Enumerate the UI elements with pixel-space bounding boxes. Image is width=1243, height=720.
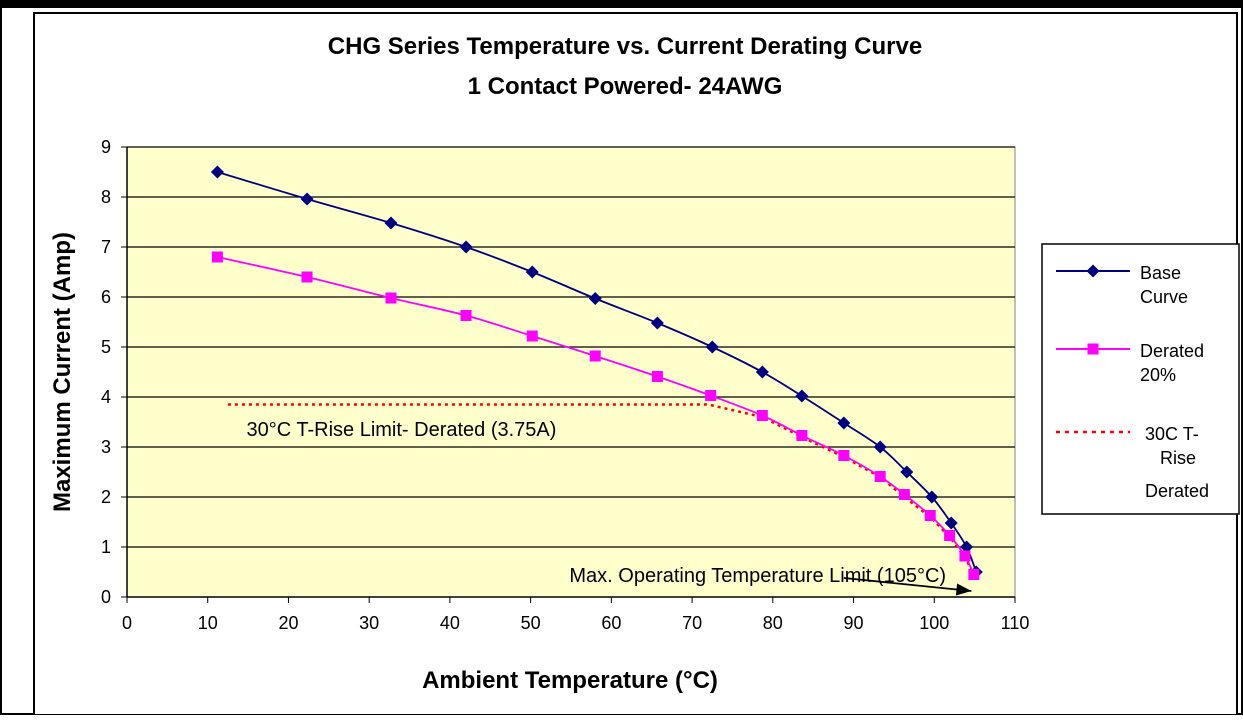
data-point-0-0 <box>210 165 224 179</box>
axis-layer <box>126 147 1015 598</box>
x-tick-label-3: 30 <box>359 613 379 633</box>
chart-title-line1: CHG Series Temperature vs. Current Derat… <box>328 33 922 60</box>
legend-label-base-curve-line2: Curve <box>1140 287 1188 307</box>
data-point-0-7 <box>705 340 719 354</box>
data-point-1-11 <box>874 471 886 482</box>
x-tick-label-1: 10 <box>198 613 218 633</box>
x-tick-label-10: 100 <box>919 613 949 633</box>
data-point-1-3 <box>460 310 472 321</box>
data-point-0-15 <box>960 540 974 554</box>
data-point-1-1 <box>301 271 313 283</box>
x-tick-label-0: 0 <box>122 613 132 633</box>
annotation-layer: 30°C T-Rise Limit- Derated (3.75A) Max. O… <box>246 419 972 596</box>
data-point-1-4 <box>526 330 538 342</box>
legend-label-t-rise-line2: Rise <box>1160 448 1196 468</box>
data-point-0-11 <box>873 440 887 454</box>
x-tick-label-7: 70 <box>682 613 702 633</box>
y-tick-label-2: 2 <box>101 487 111 507</box>
x-tick-label-4: 40 <box>440 613 460 633</box>
data-point-1-14 <box>944 530 956 541</box>
legend-label-derated-line2: 20% <box>1140 365 1176 385</box>
data-point-0-3 <box>459 240 473 254</box>
x-tick-label-8: 80 <box>763 613 783 633</box>
data-point-1-2 <box>385 292 397 304</box>
outer-top-band <box>0 0 1243 8</box>
data-point-0-5 <box>588 292 602 305</box>
data-point-1-7 <box>705 390 717 401</box>
data-point-0-14 <box>944 516 958 530</box>
x-tick-label-2: 20 <box>278 613 298 633</box>
legend-label-t-rise-line3: Derated <box>1145 481 1209 501</box>
legend-label-base-curve-line1: Base <box>1140 263 1181 283</box>
y-tick-label-5: 5 <box>101 337 111 357</box>
tick-layer: 0 10 20 30 40 50 60 70 80 90 100 110 0 1 2 3 4 5 6 7 8 9 <box>101 137 1029 633</box>
data-point-0-4 <box>525 265 539 279</box>
arrowhead-icon <box>955 583 972 596</box>
data-point-1-9 <box>796 430 808 441</box>
y-tick-label-0: 0 <box>101 587 111 607</box>
data-point-1-8 <box>756 410 768 421</box>
plot-area <box>126 146 1016 598</box>
y-tick-label-4: 4 <box>101 387 111 407</box>
x-axis-title: Ambient Temperature (°C) <box>422 667 718 694</box>
chart-title-line2: 1 Contact Powered- 24AWG <box>468 73 783 100</box>
series-0 <box>210 165 983 579</box>
annotation-0: 30°C T-Rise Limit- Derated (3.75A) <box>246 419 556 441</box>
data-point-0-12 <box>900 465 914 479</box>
x-tick-label-9: 90 <box>844 613 864 633</box>
data-point-1-5 <box>589 350 601 362</box>
annotation-arrow-shaft <box>843 577 972 592</box>
legend-item-t-rise: 30C T- Rise Derated <box>1056 424 1209 501</box>
data-point-0-10 <box>837 416 851 430</box>
data-point-0-13 <box>925 490 939 504</box>
legend-item-derated: Derated 20% <box>1056 341 1204 385</box>
y-tick-label-3: 3 <box>101 437 111 457</box>
grid-layer <box>127 146 1015 548</box>
data-point-1-6 <box>651 371 663 382</box>
y-axis-title: Maximum Current (Amp) <box>49 232 76 512</box>
y-tick-label-1: 1 <box>101 537 111 557</box>
legend-item-base-curve: Base Curve <box>1056 263 1188 307</box>
series-1 <box>211 251 980 580</box>
data-point-0-1 <box>300 192 314 206</box>
data-point-1-16 <box>968 569 980 580</box>
x-tick-label-5: 50 <box>521 613 541 633</box>
data-point-1-12 <box>898 489 910 500</box>
y-tick-label-6: 6 <box>101 287 111 307</box>
y-tick-label-9: 9 <box>101 137 111 157</box>
y-tick-label-7: 7 <box>101 237 111 257</box>
legend-box <box>1041 243 1240 515</box>
data-point-0-6 <box>650 316 664 330</box>
legend-marker-square-icon <box>1087 343 1099 355</box>
data-point-1-0 <box>211 251 223 263</box>
legend: Base Curve Derated 20% 30C T- Rise Derat… <box>1041 243 1240 515</box>
x-tick-label-6: 60 <box>601 613 621 633</box>
y-tick-label-8: 8 <box>101 187 111 207</box>
series-layer <box>210 165 983 580</box>
legend-label-t-rise-line1: 30C T- <box>1145 424 1199 444</box>
data-point-1-15 <box>959 550 971 562</box>
data-point-0-2 <box>384 216 398 230</box>
legend-label-derated-line1: Derated <box>1140 341 1204 361</box>
data-point-0-9 <box>795 389 809 403</box>
annotation-1: Max. Operating Temperature Limit (105°C) <box>569 565 946 587</box>
data-point-1-13 <box>924 510 936 521</box>
data-point-1-10 <box>838 450 850 461</box>
legend-marker-diamond-icon <box>1086 264 1100 278</box>
data-point-0-8 <box>755 365 769 379</box>
x-tick-label-11: 110 <box>1001 613 1030 633</box>
